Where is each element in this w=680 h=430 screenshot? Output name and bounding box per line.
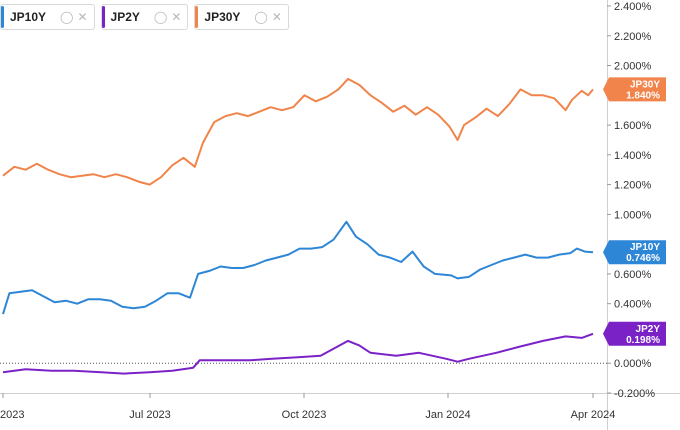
legend-label: JP30Y xyxy=(204,10,241,24)
y-tick-label: 1.200% xyxy=(614,180,652,192)
y-tick-label: 1.400% xyxy=(614,150,652,162)
y-tick-label: 0.600% xyxy=(614,269,652,281)
y-tick-label: 0.000% xyxy=(614,358,652,370)
y-tick-label: 2.200% xyxy=(614,31,652,43)
legend-chip-jp10y[interactable]: JP10Y ◯ ✕ xyxy=(0,4,95,30)
badge-series-name: JP2Y xyxy=(636,324,661,335)
series-line-jp2y xyxy=(2,332,594,375)
close-icon[interactable]: ✕ xyxy=(271,10,282,24)
x-tick-label: Jul 2023 xyxy=(129,409,171,421)
badge-box xyxy=(603,321,666,346)
badge-series-name: JP10Y xyxy=(630,242,660,253)
close-icon[interactable]: ✕ xyxy=(171,10,182,24)
eye-slash-icon[interactable]: ◯ xyxy=(254,10,268,24)
eye-slash-icon[interactable]: ◯ xyxy=(153,10,168,24)
eye-slash-icon[interactable]: ◯ xyxy=(60,10,74,24)
y-tick-label: 1.000% xyxy=(614,209,652,221)
x-tick-label: Jan 2024 xyxy=(425,409,470,421)
y-tick-label: 2.000% xyxy=(614,61,652,73)
y-tick-label: -0.200% xyxy=(614,388,655,400)
legend-label: JP10Y xyxy=(10,10,47,24)
badge-series-value: 0.746% xyxy=(626,253,660,264)
badge-series-value: 0.198% xyxy=(626,335,660,346)
legend-chip-jp30y[interactable]: JP30Y ◯ ✕ xyxy=(194,4,289,30)
series-lines xyxy=(2,77,594,375)
x-tick-label: Apr 2024 xyxy=(571,409,616,421)
y-tick-label: 0.400% xyxy=(614,299,652,311)
badge-series-value: 1.840% xyxy=(626,90,660,101)
series-line-jp30y xyxy=(2,77,594,186)
legend: JP10Y ◯ ✕ JP2Y ◯ ✕ JP30Y ◯ ✕ xyxy=(0,4,289,30)
series-color-swatch xyxy=(1,6,4,28)
badge-box xyxy=(603,77,666,102)
x-tick-label: 2023 xyxy=(0,409,24,421)
x-tick-label: Oct 2023 xyxy=(282,409,327,421)
badge-series-name: JP30Y xyxy=(630,79,660,90)
y-tick-label: 1.600% xyxy=(614,120,652,132)
legend-chip-jp2y[interactable]: JP2Y ◯ ✕ xyxy=(100,4,189,30)
series-line-jp10y xyxy=(2,220,594,315)
close-icon[interactable]: ✕ xyxy=(77,10,88,24)
legend-label: JP2Y xyxy=(110,10,140,24)
y-tick-label: 2.400% xyxy=(614,1,652,13)
badge-box xyxy=(603,240,666,265)
series-color-swatch xyxy=(101,6,105,28)
series-color-swatch xyxy=(195,6,199,28)
